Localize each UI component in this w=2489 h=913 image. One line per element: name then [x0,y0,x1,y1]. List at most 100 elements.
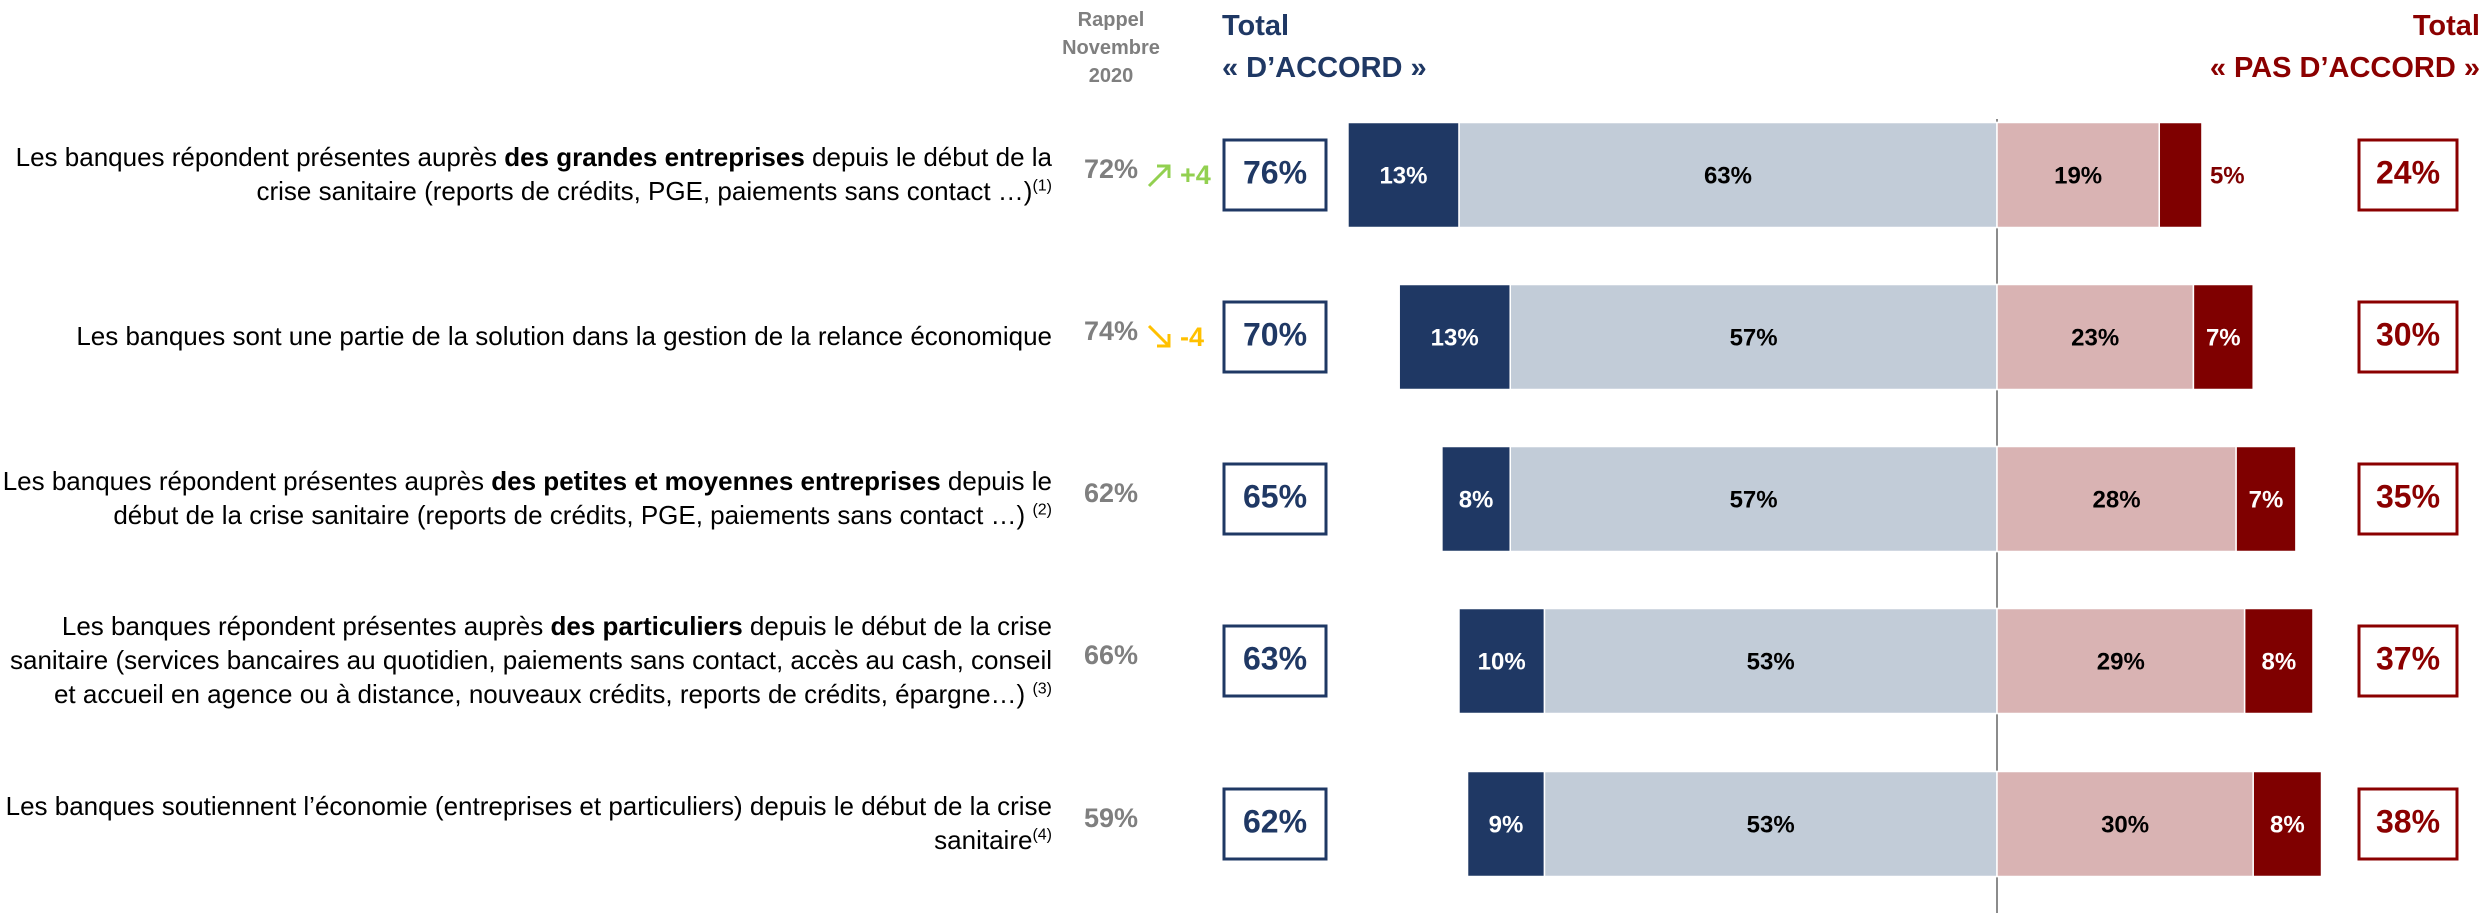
bar-segment [2192,283,2254,391]
bar-value-label: 57% [1730,324,1778,351]
bar-value-label: 13% [1431,324,1479,351]
total-disagree-value: 35% [2376,478,2440,514]
bar-segment [2158,121,2203,229]
bar-value-label: 8% [1459,486,1494,513]
total-agree-value: 70% [1243,316,1307,352]
bar-value-label: 53% [1747,811,1795,838]
total-agree-value: 76% [1243,154,1307,190]
statement-part: Les banques répondent présentes auprès [61,611,551,642]
bar-value-label: 7% [2249,486,2284,513]
bar-segment [1996,121,2161,229]
statement-part: Les banques sont une partie de la soluti… [76,321,1052,352]
total-disagree-box [2357,624,2459,698]
statement-text: Les banques répondent présentes auprès d… [0,610,1052,711]
total-disagree-box [2357,138,2459,212]
statement-text: Les banques sont une partie de la soluti… [76,320,1052,354]
statement-text: Les banques soutiennent l’économie (entr… [0,790,1052,858]
bar-value-label: 13% [1379,162,1427,189]
trend-arrow [1147,164,1171,188]
bar-segment [2252,770,2323,878]
recall-value: 72% [1084,154,1138,184]
disagree-header: « PAS D’ACCORD » [2209,52,2480,84]
bar-value-label: 8% [2261,648,2296,675]
total-agree-box [1222,138,1328,212]
statement-label: Les banques répondent présentes auprès d… [0,581,1052,741]
agree-header: « D’ACCORD » [1222,52,1427,84]
bar-segment [1996,607,2246,715]
bar-segment [1996,770,2254,878]
bar-segment [1347,121,1460,229]
recall-value: 66% [1084,640,1138,670]
bar-value-label: 19% [2054,162,2102,189]
footnote-ref: (2) [1032,501,1052,519]
bar-segment [1509,283,1998,391]
footnote-ref: (4) [1032,826,1052,844]
total-agree-box [1222,624,1328,698]
total-disagree-value: 24% [2376,154,2440,190]
total-disagree-box [2357,787,2459,861]
bar-value-label: 30% [2101,811,2149,838]
bar-segment [1996,283,2195,391]
statement-part: Les banques répondent présentes auprès [2,466,492,497]
bar-value-label: 8% [2270,811,2305,838]
bar-value-label: 29% [2097,648,2145,675]
total-agree-value: 63% [1243,640,1307,676]
statement-part: des grandes entreprises [504,142,805,173]
total-agree-box [1222,462,1328,536]
bar-value-label: 10% [1478,648,1526,675]
bar-value-label: 28% [2093,486,2141,513]
bar-segment [1441,445,1511,553]
trend-arrow [1147,324,1171,348]
statement-label: Les banques sont une partie de la soluti… [0,257,1052,417]
bar-value-label: 5% [2210,162,2245,189]
statement-label: Les banques répondent présentes auprès d… [0,419,1052,579]
bar-segment [1996,445,2237,553]
change-value: +4 [1180,160,1211,190]
bar-value-label: 63% [1704,162,1752,189]
total-disagree-value: 30% [2376,316,2440,352]
change-value: -4 [1180,322,1204,352]
footnote-ref: (3) [1032,680,1052,698]
bar-segment [1458,607,1546,715]
bar-value-label: 23% [2071,324,2119,351]
recall-value: 74% [1084,316,1138,346]
bar-segment [2243,607,2314,715]
bar-value-label: 57% [1730,486,1778,513]
bar-segment [1398,283,1511,391]
bar-value-label: 7% [2206,324,2241,351]
header-line: Rappel [1077,9,1145,31]
recall-value: 59% [1084,803,1138,833]
bar-segment [2235,445,2297,553]
bar-value-label: 53% [1747,648,1795,675]
bar-segment [1466,770,1546,878]
statement-label: Les banques répondent présentes auprès d… [0,95,1052,255]
bar-segment [1509,445,1998,553]
total-agree-box [1222,787,1328,861]
statement-part: depuis le début de la crise sanitaire (s… [9,611,1052,709]
total-agree-value: 65% [1243,478,1307,514]
statement-text: Les banques répondent présentes auprès d… [0,141,1052,209]
total-disagree-box [2357,462,2459,536]
statement-part: des petites et moyennes entreprises [491,466,941,497]
statement-label: Les banques soutiennent l’économie (entr… [0,744,1052,904]
bar-segment [1543,607,1998,715]
agree-header-total: Total [1222,10,1290,42]
statement-part: Les banques répondent présentes auprès [15,142,505,173]
total-agree-box [1222,300,1328,374]
statement-part: depuis le début de la crise sanitaire (r… [113,466,1052,530]
total-agree-value: 62% [1243,803,1307,839]
total-disagree-value: 38% [2376,803,2440,839]
total-disagree-value: 37% [2376,640,2440,676]
recall-header: Rappel Novembre 2020 [1036,6,1186,90]
bar-segment [1543,770,1998,878]
header-line: Novembre [1062,37,1160,59]
header-line: 2020 [1088,65,1134,87]
statement-part: depuis le début de la crise sanitaire (r… [256,142,1052,206]
recall-value: 62% [1084,478,1138,508]
bar-value-label: 9% [1489,811,1524,838]
disagree-header-total: Total [2412,10,2480,42]
statement-part: des particuliers [550,611,743,642]
statement-part: Les banques soutiennent l’économie (entr… [5,791,1052,855]
